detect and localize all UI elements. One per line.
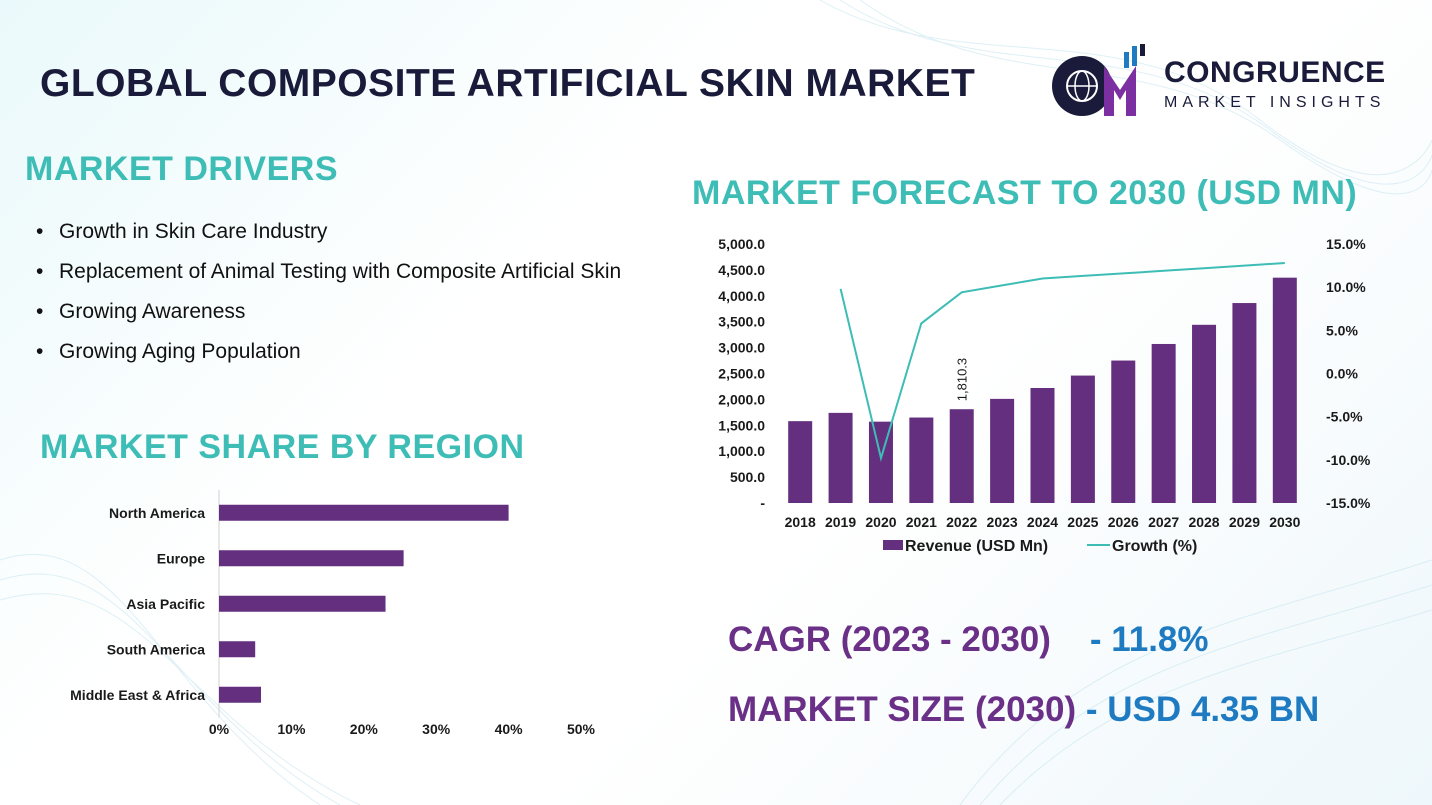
logo-name: CONGRUENCE <box>1164 56 1386 89</box>
market-size-kpi: MARKET SIZE (2030) - USD 4.35 BN <box>728 690 1319 730</box>
drivers-heading: MARKET DRIVERS <box>25 150 339 188</box>
y-left-tick-label: 1,000.0 <box>718 443 765 459</box>
bar <box>219 686 261 703</box>
cagr-kpi: CAGR (2023 - 2030) - 11.8% <box>728 620 1209 660</box>
y-right-tick-label: 10.0% <box>1326 279 1366 295</box>
bar <box>949 409 974 503</box>
category-label: Asia Pacific <box>126 596 205 612</box>
logo-mark-icon <box>1052 44 1145 116</box>
company-logo: CONGRUENCE MARKET INSIGHTS <box>1046 44 1406 124</box>
y-left-tick-label: 4,500.0 <box>718 262 765 278</box>
x-tick-label: 2028 <box>1188 514 1219 530</box>
y-left-tick-label: 4,000.0 <box>718 288 765 304</box>
y-right-tick-label: 15.0% <box>1326 236 1366 252</box>
bar <box>219 550 404 567</box>
x-tick-label: 2019 <box>825 514 856 530</box>
x-tick-label: 20% <box>350 721 379 737</box>
bar <box>1232 303 1257 503</box>
share-heading: MARKET SHARE BY REGION <box>40 428 525 466</box>
bar <box>219 504 509 521</box>
bar <box>1151 343 1176 503</box>
legend-label-revenue: Revenue (USD Mn) <box>905 538 1048 555</box>
x-tick-label: 30% <box>422 721 451 737</box>
category-label: North America <box>109 505 205 521</box>
x-tick-label: 2023 <box>987 514 1018 530</box>
driver-item: • Growth in Skin Care Industry <box>36 212 696 252</box>
bullet-icon: • <box>36 220 44 243</box>
x-tick-label: 2026 <box>1108 514 1139 530</box>
x-tick-label: 50% <box>567 721 596 737</box>
category-label: Middle East & Africa <box>70 687 205 703</box>
x-tick-label: 2027 <box>1148 514 1179 530</box>
bullet-icon: • <box>36 300 44 323</box>
x-tick-label: 40% <box>495 721 524 737</box>
x-tick-label: 0% <box>209 721 230 737</box>
bar <box>788 421 813 503</box>
page-title: GLOBAL COMPOSITE ARTIFICIAL SKIN MARKET <box>40 62 976 105</box>
y-right-tick-label: 5.0% <box>1326 322 1358 338</box>
drivers-list: • Growth in Skin Care Industry • Replaceme… <box>36 212 696 372</box>
bar <box>1111 360 1136 503</box>
y-left-tick-label: 5,000.0 <box>718 236 765 252</box>
y-right-tick-label: -5.0% <box>1326 409 1363 425</box>
y-left-tick-label: 3,000.0 <box>718 340 765 356</box>
x-tick-label: 10% <box>277 721 306 737</box>
bar <box>828 412 853 503</box>
y-right-tick-label: -15.0% <box>1326 495 1371 511</box>
bullet-icon: • <box>36 260 44 283</box>
x-tick-label: 2020 <box>865 514 896 530</box>
growth-line <box>839 262 1285 462</box>
cagr-value: - 11.8% <box>1050 620 1209 659</box>
x-tick-label: 2018 <box>785 514 816 530</box>
x-tick-label: 2029 <box>1229 514 1260 530</box>
y-right-tick-label: 0.0% <box>1326 366 1358 382</box>
bar <box>868 421 893 503</box>
y-left-tick-label: - <box>760 495 765 511</box>
region-share-chart: North America Europe Asia Pacific South Ame… <box>70 490 596 737</box>
y-left-tick-label: 2,000.0 <box>718 391 765 407</box>
bar <box>990 398 1015 503</box>
bar <box>909 417 934 503</box>
market-size-label: MARKET SIZE (2030) <box>728 690 1077 729</box>
cagr-label: CAGR (2023 - 2030) <box>728 620 1051 659</box>
y-left-tick-label: 2,500.0 <box>718 366 765 382</box>
forecast-chart: - 500.0 1,000.0 1,500.0 2,000.0 2,500.0 3,000.… <box>718 236 1371 555</box>
logo-tagline: MARKET INSIGHTS <box>1164 94 1386 111</box>
forecast-heading: MARKET FORECAST TO 2030 (USD MN) <box>692 174 1358 212</box>
driver-item: • Growing Aging Population <box>36 332 696 372</box>
y-left-tick-label: 500.0 <box>730 469 765 485</box>
y-left-tick-label: 3,500.0 <box>718 314 765 330</box>
bar <box>1272 277 1297 503</box>
x-tick-label: 2021 <box>906 514 937 530</box>
x-tick-label: 2030 <box>1269 514 1300 530</box>
data-label: 1,810.3 <box>955 358 970 401</box>
x-tick-label: 2025 <box>1067 514 1098 530</box>
bar <box>1030 388 1055 503</box>
category-label: South America <box>107 641 205 657</box>
y-left-tick-label: 1,500.0 <box>718 417 765 433</box>
legend-swatch-revenue <box>883 540 903 550</box>
market-size-value: - USD 4.35 BN <box>1076 690 1320 729</box>
category-label: Europe <box>157 550 205 566</box>
driver-item: • Growing Awareness <box>36 292 696 332</box>
bar <box>1070 375 1095 503</box>
bar <box>1192 324 1217 503</box>
bar <box>219 641 256 658</box>
bar <box>219 595 386 612</box>
bullet-icon: • <box>36 340 44 363</box>
driver-item: • Replacement of Animal Testing with Comp… <box>36 252 696 292</box>
y-right-tick-label: -10.0% <box>1326 452 1371 468</box>
x-tick-label: 2022 <box>946 514 977 530</box>
legend-label-growth: Growth (%) <box>1112 538 1197 555</box>
x-tick-label: 2024 <box>1027 514 1058 530</box>
